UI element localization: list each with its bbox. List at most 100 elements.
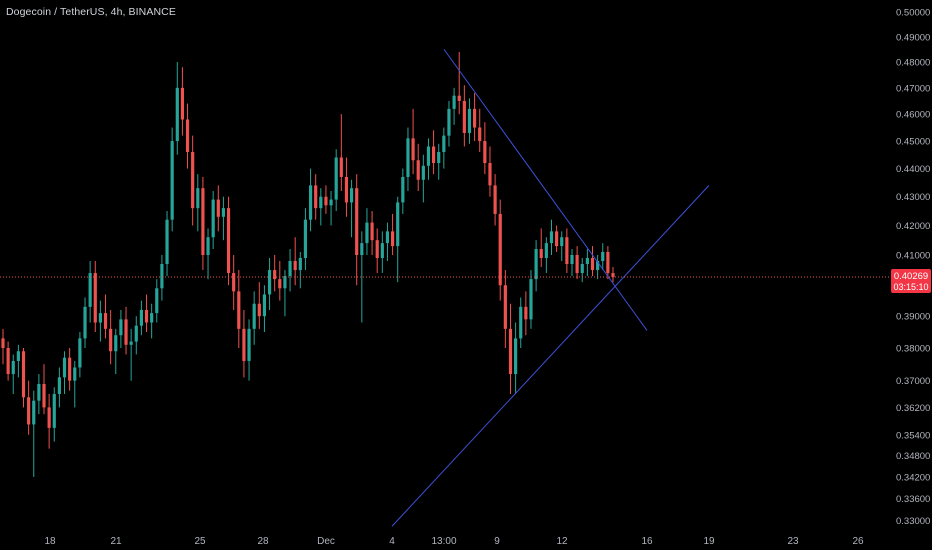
candle xyxy=(601,243,605,271)
candle-body xyxy=(185,119,190,152)
candle xyxy=(83,297,87,349)
candle xyxy=(288,249,292,292)
candle-body xyxy=(21,351,26,398)
candle xyxy=(185,103,190,169)
candle xyxy=(262,285,267,333)
candle xyxy=(519,297,523,349)
candle xyxy=(303,208,308,271)
candle xyxy=(416,143,420,192)
candle-body xyxy=(283,276,287,289)
candle xyxy=(355,174,359,286)
candle-body xyxy=(109,328,113,352)
candle-body xyxy=(103,313,108,329)
candle xyxy=(226,196,231,286)
candle xyxy=(68,348,72,391)
y-tick-label: 0.49000 xyxy=(896,32,930,43)
y-tick-label: 0.36200 xyxy=(896,403,930,414)
candle-body xyxy=(78,338,82,368)
candle xyxy=(88,260,92,323)
candle xyxy=(560,231,564,261)
candle-body xyxy=(329,199,333,206)
candle xyxy=(380,231,384,274)
candle-body xyxy=(508,328,513,375)
candle-body xyxy=(611,273,615,277)
candle xyxy=(21,348,26,408)
candle-body xyxy=(452,95,456,109)
trendline-descending[interactable] xyxy=(443,49,648,331)
candle-body xyxy=(267,270,272,295)
candle xyxy=(498,199,502,301)
candle-body xyxy=(606,252,610,274)
candle-body xyxy=(478,127,482,142)
candle-body xyxy=(165,219,169,264)
candle-body xyxy=(570,255,574,264)
candle-body xyxy=(601,252,605,261)
candle xyxy=(293,237,297,286)
candle-body xyxy=(344,176,349,203)
candle-body xyxy=(11,360,15,375)
candle-body xyxy=(319,196,323,209)
y-tick-label: 0.50000 xyxy=(896,8,930,19)
candle xyxy=(201,176,205,271)
candle xyxy=(180,67,185,136)
candle-body xyxy=(544,243,548,258)
candle xyxy=(273,255,277,292)
candle-body xyxy=(421,165,425,180)
candle xyxy=(52,387,56,442)
candle-body xyxy=(375,240,379,258)
candle xyxy=(508,303,513,394)
time-axis[interactable]: 18 21 25 28 Dec 4 13:00 9 12 16 19 23 26 xyxy=(44,536,864,547)
candle-body xyxy=(308,185,313,220)
candle-body xyxy=(539,249,543,258)
candle xyxy=(78,332,82,378)
x-tick-label: 19 xyxy=(703,536,715,547)
candle xyxy=(365,208,369,256)
candle-body xyxy=(57,377,61,394)
candle xyxy=(590,246,595,277)
candle xyxy=(232,255,236,310)
candle-body xyxy=(411,138,415,161)
candle xyxy=(32,390,36,477)
candle-body xyxy=(257,303,261,317)
candle xyxy=(160,255,164,301)
candle-body xyxy=(534,249,538,280)
candle-body xyxy=(324,196,328,206)
candle-body xyxy=(590,257,595,271)
candle-body xyxy=(129,341,133,345)
trendline-ascending[interactable] xyxy=(391,185,710,527)
candle-body xyxy=(83,306,87,339)
x-tick-label: Dec xyxy=(317,536,335,547)
x-tick-label: 16 xyxy=(641,536,653,547)
candle xyxy=(319,188,323,226)
candle xyxy=(57,367,61,408)
trendlines-layer xyxy=(391,49,710,527)
candle xyxy=(175,62,179,155)
candle-body xyxy=(370,222,374,241)
candle xyxy=(457,51,461,115)
candle-body xyxy=(431,146,436,164)
candle-body xyxy=(134,325,138,342)
y-tick-label: 0.43000 xyxy=(896,192,930,203)
candle xyxy=(191,135,195,226)
candle xyxy=(534,240,538,292)
x-tick-label: 23 xyxy=(787,536,799,547)
price-axis[interactable]: 0.50000 0.49000 0.48000 0.47000 0.46000 0.450… xyxy=(896,8,930,528)
candle xyxy=(324,185,328,214)
candle xyxy=(47,393,51,449)
candle-body xyxy=(37,383,41,401)
y-tick-label: 0.42000 xyxy=(896,221,930,232)
candle xyxy=(360,231,364,323)
y-tick-label: 0.39000 xyxy=(896,312,930,323)
candle-body xyxy=(457,95,461,101)
candle-body xyxy=(447,108,451,136)
candle xyxy=(308,168,313,232)
candle xyxy=(155,279,159,323)
candle-body xyxy=(6,348,10,375)
last-price-label: 0.40269 03:15:10 xyxy=(891,269,931,294)
candle-body xyxy=(150,313,154,323)
candle xyxy=(503,270,507,349)
candle-body xyxy=(47,407,51,428)
x-tick-label: 28 xyxy=(257,536,269,547)
candle-body xyxy=(519,306,523,339)
